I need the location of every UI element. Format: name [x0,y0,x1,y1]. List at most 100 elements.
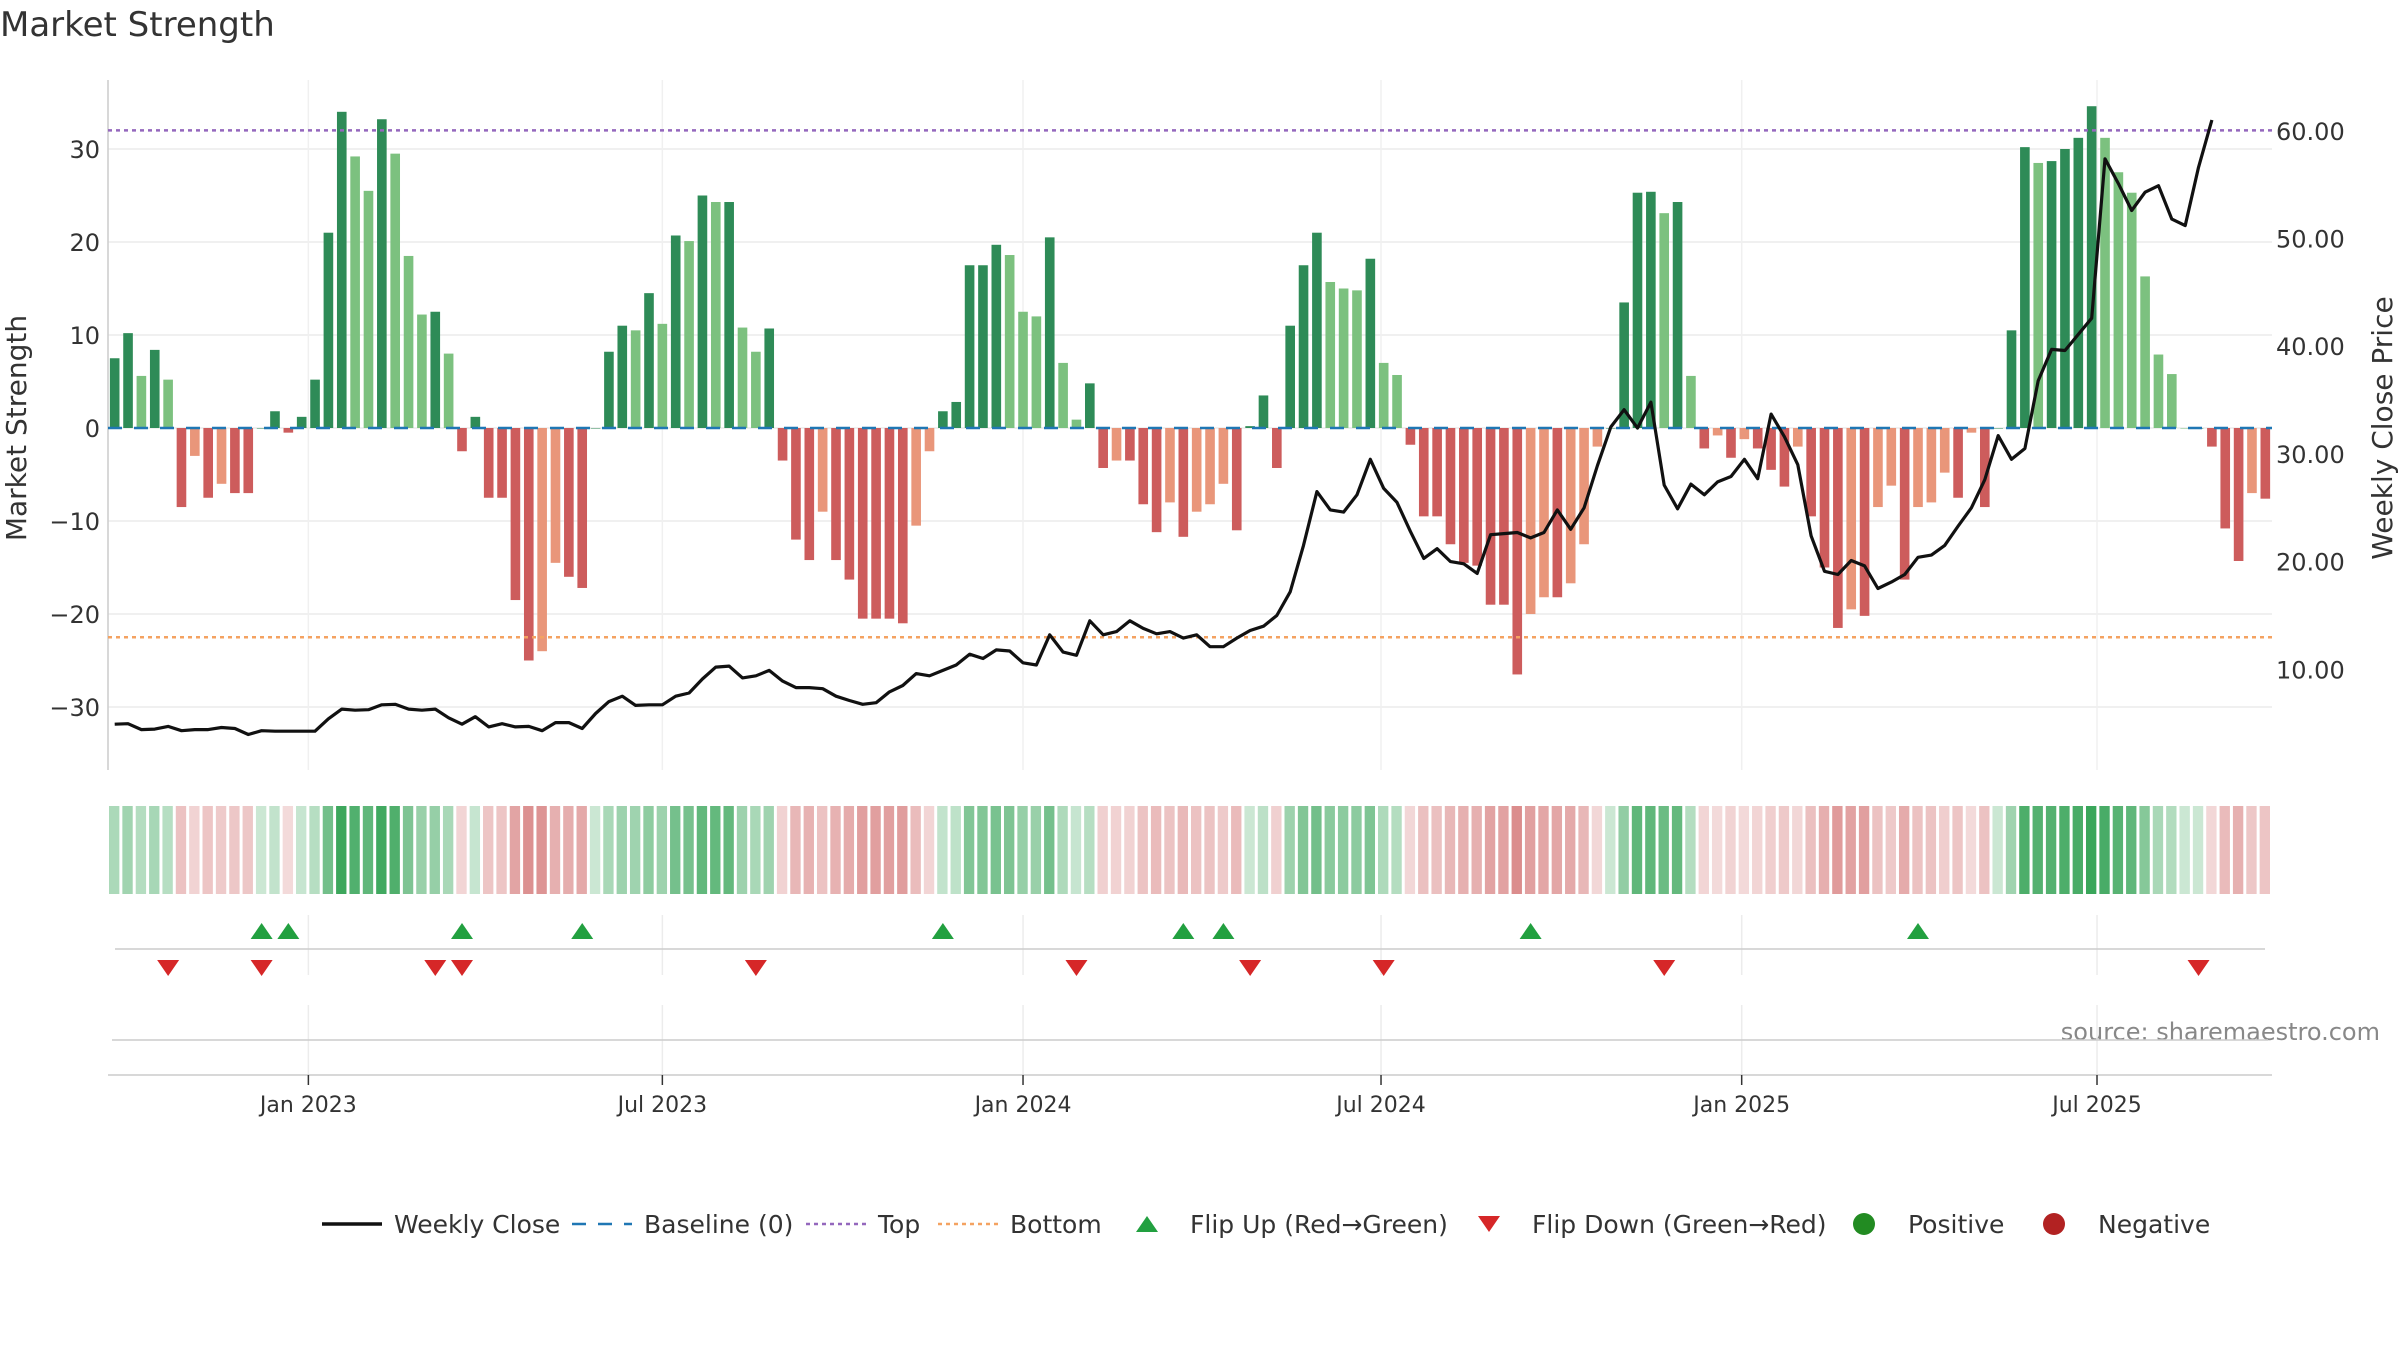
legend-item: Top [806,1210,920,1239]
strength-bar [897,428,908,624]
strength-bar [1712,428,1723,436]
strength-bar [1926,428,1937,503]
y-tick-label: −10 [49,508,100,536]
strength-bar [1312,232,1322,428]
regime-cell [790,806,801,894]
regime-cell [870,806,881,894]
regime-cell [349,806,360,894]
flip-up-marker [571,923,594,939]
regime-cell [1698,806,1709,894]
strength-bar [617,325,628,428]
regime-cell [362,806,374,894]
strength-bar [1031,316,1042,428]
strength-bar [1178,428,1189,537]
regime-cell [2072,806,2083,894]
regime-cell [910,806,921,894]
regime-cell [1431,806,1442,894]
regime-cell [242,806,253,894]
strength-bar [604,351,614,428]
flip-down-marker [744,960,767,976]
strength-bar [1165,428,1175,503]
strength-bar [1205,428,1215,505]
strength-bar [1004,255,1015,428]
strength-bar [710,202,721,428]
strength-bar [149,349,160,428]
legend-label: Negative [2098,1210,2210,1239]
regime-cell [1110,806,1122,894]
y-tick-label: 20 [69,229,100,257]
strength-bar [1138,428,1149,505]
strength-bar [2167,374,2177,428]
strength-bar [564,428,574,577]
strength-bar [443,353,454,428]
flip-down-marker [1065,960,1088,976]
strength-bar [1231,428,1242,531]
strength-bar [1739,428,1750,440]
strength-bar [1125,428,1135,461]
regime-cell [2259,806,2270,894]
strength-bar [1979,428,1990,508]
regime-cell [1565,806,1576,894]
strength-bar [230,428,240,494]
strength-bar [283,428,294,433]
flip-up-marker [1172,923,1195,939]
regime-cell [710,806,721,894]
regime-cell [1858,806,1870,894]
regime-cell [1070,806,1082,894]
strength-bar [2207,428,2217,447]
regime-cell [1845,806,1856,894]
x-tick-label: Jan 2025 [1691,1093,1790,1118]
x-tick-label: Jan 2023 [258,1093,357,1118]
regime-cell [723,806,734,894]
regime-cell [1244,806,1255,894]
regime-cell [1418,806,1429,894]
flip-up-marker [277,923,300,939]
strength-bar [1512,428,1523,675]
strength-bar [964,265,975,428]
regime-cell [923,806,935,894]
regime-cell [162,806,173,894]
regime-cell [1805,806,1816,894]
regime-cell [389,806,400,894]
regime-cell [189,806,200,894]
regime-cell [990,806,1001,894]
legend-item: Weekly Close [322,1210,560,1239]
regime-cell [496,806,507,894]
y2-tick-label: 40.00 [2276,333,2345,361]
x-tick-label: Jul 2025 [2050,1093,2142,1118]
strength-bar [804,428,815,561]
regime-cell [1084,806,1095,894]
regime-cell [269,806,280,894]
regime-cell [736,806,748,894]
strength-bar [1365,258,1376,428]
strength-bar [924,428,935,452]
strength-bar [176,428,187,508]
regime-cell [282,806,294,894]
regime-cell [1618,806,1629,894]
legend-label: Positive [1908,1210,2004,1239]
strength-bar [2060,149,2070,428]
flip-down-marker [424,960,447,976]
strength-bar [2006,330,2017,428]
strength-bar [2113,172,2124,428]
regime-cell [1324,806,1335,894]
strength-bar [537,428,547,652]
regime-cell [1378,806,1389,894]
regime-cell [2005,806,2017,894]
strength-bar [857,428,868,619]
y2-tick-label: 30.00 [2276,441,2345,469]
regime-cell [309,806,320,894]
strength-bar [2073,137,2084,428]
regime-cell [1351,806,1362,894]
regime-cell [122,806,133,894]
strength-bar [1272,428,1282,468]
regime-cell [883,806,895,894]
regime-cell [109,806,120,894]
strength-bar [377,119,387,429]
strength-bar [764,328,775,428]
strength-bar [630,330,641,428]
regime-cell [1818,806,1830,894]
regime-cell [1297,806,1309,894]
regime-cell [763,806,774,894]
